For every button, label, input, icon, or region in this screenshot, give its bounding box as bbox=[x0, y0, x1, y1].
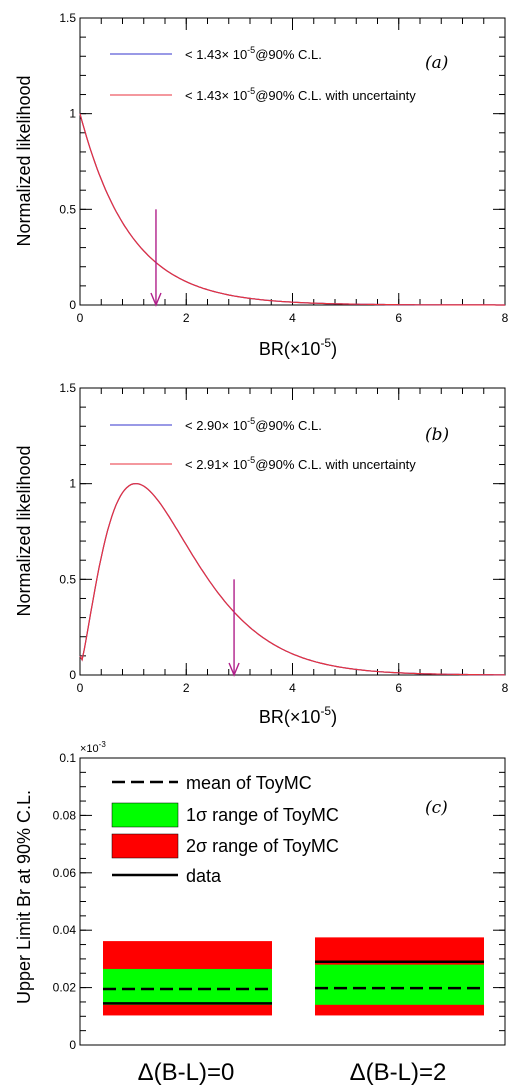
legend-label-2: < 1.43× 10-5@90% C.L. with uncertainty bbox=[185, 86, 416, 103]
toymc-bands bbox=[103, 937, 484, 1016]
legend-label-2sigma: 2σ range of ToyMC bbox=[186, 836, 339, 856]
y-axis-label: Upper Limit Br at 90% C.L. bbox=[14, 790, 34, 1004]
likelihood-curve-red bbox=[79, 483, 505, 676]
legend-red-box bbox=[111, 833, 179, 859]
panel-a: 0 0.5 1 1.5 0 2 4 6 8 < 1.43× 10-5@90% C.L. < 1.… bbox=[14, 11, 508, 359]
likelihood-curve-blue bbox=[79, 483, 505, 676]
arrow-head bbox=[150, 292, 162, 307]
x-tick-label: 8 bbox=[502, 311, 508, 325]
panel-label: (b) bbox=[425, 425, 449, 445]
legend-label-1sigma: 1σ range of ToyMC bbox=[186, 805, 339, 825]
x-tick-label: 2 bbox=[183, 311, 190, 325]
y-tick-label: 0.02 bbox=[53, 981, 77, 995]
x-tick-label: 4 bbox=[289, 681, 296, 695]
category-label-1: Δ(B-L)=0 bbox=[138, 1059, 235, 1086]
x-axis-label: BR(×10-5) bbox=[259, 704, 337, 727]
x-tick-label: 8 bbox=[502, 681, 508, 695]
y-tick-label: 0.1 bbox=[59, 751, 76, 765]
x-tick-label: 6 bbox=[395, 681, 402, 695]
legend: mean of ToyMC 1σ range of ToyMC 2σ range… bbox=[111, 773, 339, 886]
y-tick-label: 1.5 bbox=[59, 381, 76, 395]
y-tick-label: 1 bbox=[69, 107, 76, 121]
category-label-2: Δ(B-L)=2 bbox=[350, 1059, 447, 1086]
one-sigma-band bbox=[315, 964, 484, 1005]
y-multiplier: ×10-3 bbox=[80, 740, 106, 755]
likelihood-curves bbox=[79, 483, 505, 676]
y-tick-label: 0 bbox=[69, 1038, 76, 1052]
y-tick-label: 0.04 bbox=[53, 923, 77, 937]
y-axis-label: Normalized likelihood bbox=[14, 75, 34, 246]
x-tick-label: 6 bbox=[395, 311, 402, 325]
legend-label-data: data bbox=[186, 866, 222, 886]
panel-label: (a) bbox=[425, 53, 448, 73]
limit-arrow bbox=[150, 209, 162, 307]
y-tick-label: 1.5 bbox=[59, 11, 76, 25]
legend: < 1.43× 10-5@90% C.L. < 1.43× 10-5@90% C… bbox=[110, 45, 416, 103]
axis-ticks: 0 0.5 1 1.5 0 2 4 6 8 bbox=[59, 381, 508, 695]
panel-label: (c) bbox=[425, 798, 448, 818]
likelihood-curve-red bbox=[79, 113, 505, 306]
y-tick-label: 0.5 bbox=[59, 202, 76, 216]
x-tick-label: 0 bbox=[77, 311, 84, 325]
y-tick-label: 0 bbox=[69, 668, 76, 682]
legend-label-mean: mean of ToyMC bbox=[186, 773, 312, 793]
y-axis-label: Normalized likelihood bbox=[14, 445, 34, 616]
y-tick-label: 0.06 bbox=[53, 866, 77, 880]
x-tick-label: 2 bbox=[183, 681, 190, 695]
legend-label-1: < 1.43× 10-5@90% C.L. bbox=[185, 45, 322, 62]
legend-label-2: < 2.91× 10-5@90% C.L. with uncertainty bbox=[185, 455, 416, 472]
legend-green-box bbox=[111, 802, 179, 828]
y-tick-label: 0.08 bbox=[53, 808, 77, 822]
x-tick-label: 4 bbox=[289, 311, 296, 325]
axis-ticks: 0 0.5 1 1.5 0 2 4 6 8 bbox=[59, 11, 508, 325]
y-tick-label: 1 bbox=[69, 477, 76, 491]
arrow-head bbox=[228, 662, 240, 677]
axis-ticks: 0 0.02 0.04 0.06 0.08 0.1 bbox=[53, 751, 505, 1052]
x-axis-label: BR(×10-5) bbox=[259, 336, 337, 359]
y-tick-label: 0 bbox=[69, 298, 76, 312]
limit-arrow bbox=[228, 579, 240, 677]
y-tick-label: 0.5 bbox=[59, 572, 76, 586]
legend: < 2.90× 10-5@90% C.L. < 2.91× 10-5@90% C… bbox=[110, 416, 416, 472]
panel-b: 0 0.5 1 1.5 0 2 4 6 8 < 2.90× 10-5@90% C.L. < 2.… bbox=[14, 381, 508, 727]
panel-c: 0 0.02 0.04 0.06 0.08 0.1 ×10-3 mean of ToyMC… bbox=[14, 740, 506, 1086]
likelihood-curves bbox=[79, 113, 505, 306]
likelihood-curve-blue bbox=[79, 113, 505, 306]
x-tick-label: 0 bbox=[77, 681, 84, 695]
legend-label-1: < 2.90× 10-5@90% C.L. bbox=[185, 416, 322, 433]
one-sigma-band bbox=[103, 968, 272, 1005]
